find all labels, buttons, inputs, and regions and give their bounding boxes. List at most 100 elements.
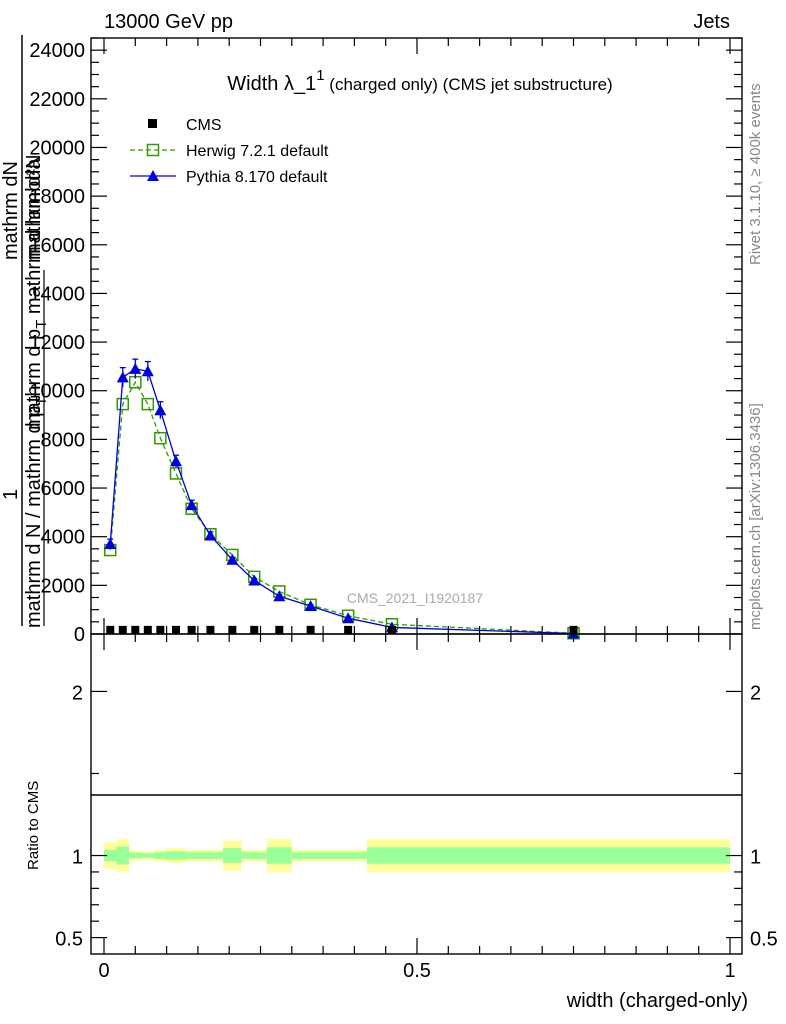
ratio-y-tick-label: 0.5 [55, 929, 83, 951]
ratio-y-tick-label: 1 [72, 847, 83, 869]
ratio-plot-frame [90, 633, 743, 955]
ratio-band-inner [222, 848, 242, 863]
herwig-point [116, 397, 130, 411]
main-y-label: 1 mathrm d²N mathrm dN mathrm d pT mathr… [0, 35, 50, 628]
cms-point [228, 625, 237, 634]
legend-pythia-label: Pythia 8.170 default [186, 169, 328, 186]
pythia-point [342, 612, 355, 624]
ratio-band-inner [185, 852, 198, 859]
y-label-prefix: 1 [0, 489, 22, 500]
ratio-band-inner [291, 852, 330, 859]
pythia-point [273, 590, 286, 602]
legend: CMS Herwig 7.2.1 default Pythia 8.170 de… [130, 117, 329, 186]
ratio-band-inner [197, 852, 223, 859]
plot-title: Width λ_11 (charged only) (CMS jet subst… [227, 67, 612, 95]
y-tick-label: 4000 [41, 527, 86, 549]
ratio-y-tick-label: 2 [72, 682, 83, 704]
legend-cms-marker [148, 119, 157, 128]
pythia-point [304, 600, 317, 612]
y-tick-label: 12000 [29, 332, 85, 354]
cms-point [306, 625, 315, 634]
side-text-top: Rivet 3.1.10, ≥ 400k events [747, 83, 764, 265]
y-tick-label: 10000 [29, 381, 85, 403]
cms-point [275, 625, 284, 634]
header-left: 13000 GeV pp [104, 11, 233, 33]
y-tick-label: 14000 [29, 283, 85, 305]
pythia-series [104, 358, 580, 639]
cms-series [106, 625, 578, 634]
y-label-num-bot: mathrm dN [0, 161, 22, 260]
legend-pythia-marker [147, 170, 159, 181]
y-tick-label: 20000 [29, 137, 85, 159]
pythia-point [154, 404, 167, 416]
cms-point [387, 625, 396, 634]
ratio-band-inner [141, 853, 155, 858]
ratio-band-inner [129, 852, 142, 859]
y-tick-label: 2000 [41, 575, 86, 597]
pythia-point [141, 365, 154, 377]
cms-point [250, 625, 259, 634]
herwig-point [141, 397, 155, 411]
ratio-y-tick-label-right: 1 [750, 847, 761, 869]
cms-point [143, 625, 152, 634]
x-tick-label: 0 [98, 960, 109, 982]
ratio-band-inner [104, 849, 117, 862]
cms-point [131, 625, 140, 634]
herwig-point [154, 431, 167, 445]
pythia-point [204, 529, 217, 541]
pythia-point [185, 499, 198, 511]
cms-point [569, 625, 578, 634]
pythia-line [109, 368, 574, 635]
y-tick-label: 22000 [29, 89, 85, 111]
analysis-watermark: CMS_2021_I1920187 [347, 590, 483, 606]
x-tick-label: 0.5 [403, 960, 431, 982]
y-tick-label: 24000 [29, 40, 85, 62]
ratio-y-ticks: 0.5 0.5 1 1 2 2 [55, 682, 778, 950]
y-tick-label: 18000 [29, 186, 85, 208]
ratio-band-inner [241, 852, 267, 859]
herwig-line [109, 380, 574, 634]
cms-point [118, 625, 127, 634]
header-right: Jets [693, 11, 730, 33]
y-label-den-top: mathrm d pT mathrm d lambda [23, 158, 50, 430]
cms-point [187, 625, 196, 634]
x-tick-label: 1 [724, 960, 735, 982]
ratio-band-inner [116, 846, 130, 865]
ratio-y-tick-label-right: 2 [750, 682, 761, 704]
ratio-y-label: Ratio to CMS [25, 781, 42, 870]
y-tick-label: 0 [74, 624, 85, 646]
herwig-series [104, 375, 580, 640]
pythia-point [104, 537, 117, 549]
cms-point [344, 625, 353, 634]
ratio-band-inner [154, 852, 167, 859]
cms-point [156, 625, 165, 634]
legend-herwig-label: Herwig 7.2.1 default [186, 143, 329, 160]
y-tick-label: 16000 [29, 235, 85, 257]
ratio-band-inner [166, 851, 186, 860]
x-tick-labels: 0 0.5 1 [98, 960, 735, 982]
ratio-band-inner [329, 852, 367, 859]
ratio-y-tick-label-right: 0.5 [750, 929, 778, 951]
cms-point [106, 625, 115, 634]
ratio-x-ticks [103, 634, 731, 954]
pythia-point [129, 362, 142, 374]
pythia-point [226, 553, 239, 565]
y-tick-label: 8000 [41, 429, 86, 451]
ratio-band-inner [266, 847, 292, 864]
ratio-band-inner [417, 847, 730, 864]
herwig-point [169, 467, 183, 480]
y-label-den-bot: mathrm d N / mathrm d pT [23, 397, 50, 628]
cms-point [206, 625, 215, 634]
pythia-point [169, 455, 182, 467]
pythia-point [248, 574, 261, 586]
cms-point [171, 625, 180, 634]
pythia-point [116, 371, 129, 383]
legend-cms-label: CMS [186, 117, 222, 134]
side-text-bottom: mcplots.cern.ch [arXiv:1306.3436] [747, 403, 764, 630]
ratio-band-inner [366, 847, 417, 864]
main-y-ticks: 0 2000 4000 6000 8000 10000 12000 14000 16000 180… [29, 37, 742, 646]
legend-herwig-marker [146, 143, 160, 157]
ratio-bands [104, 839, 730, 872]
y-tick-label: 6000 [41, 478, 86, 500]
